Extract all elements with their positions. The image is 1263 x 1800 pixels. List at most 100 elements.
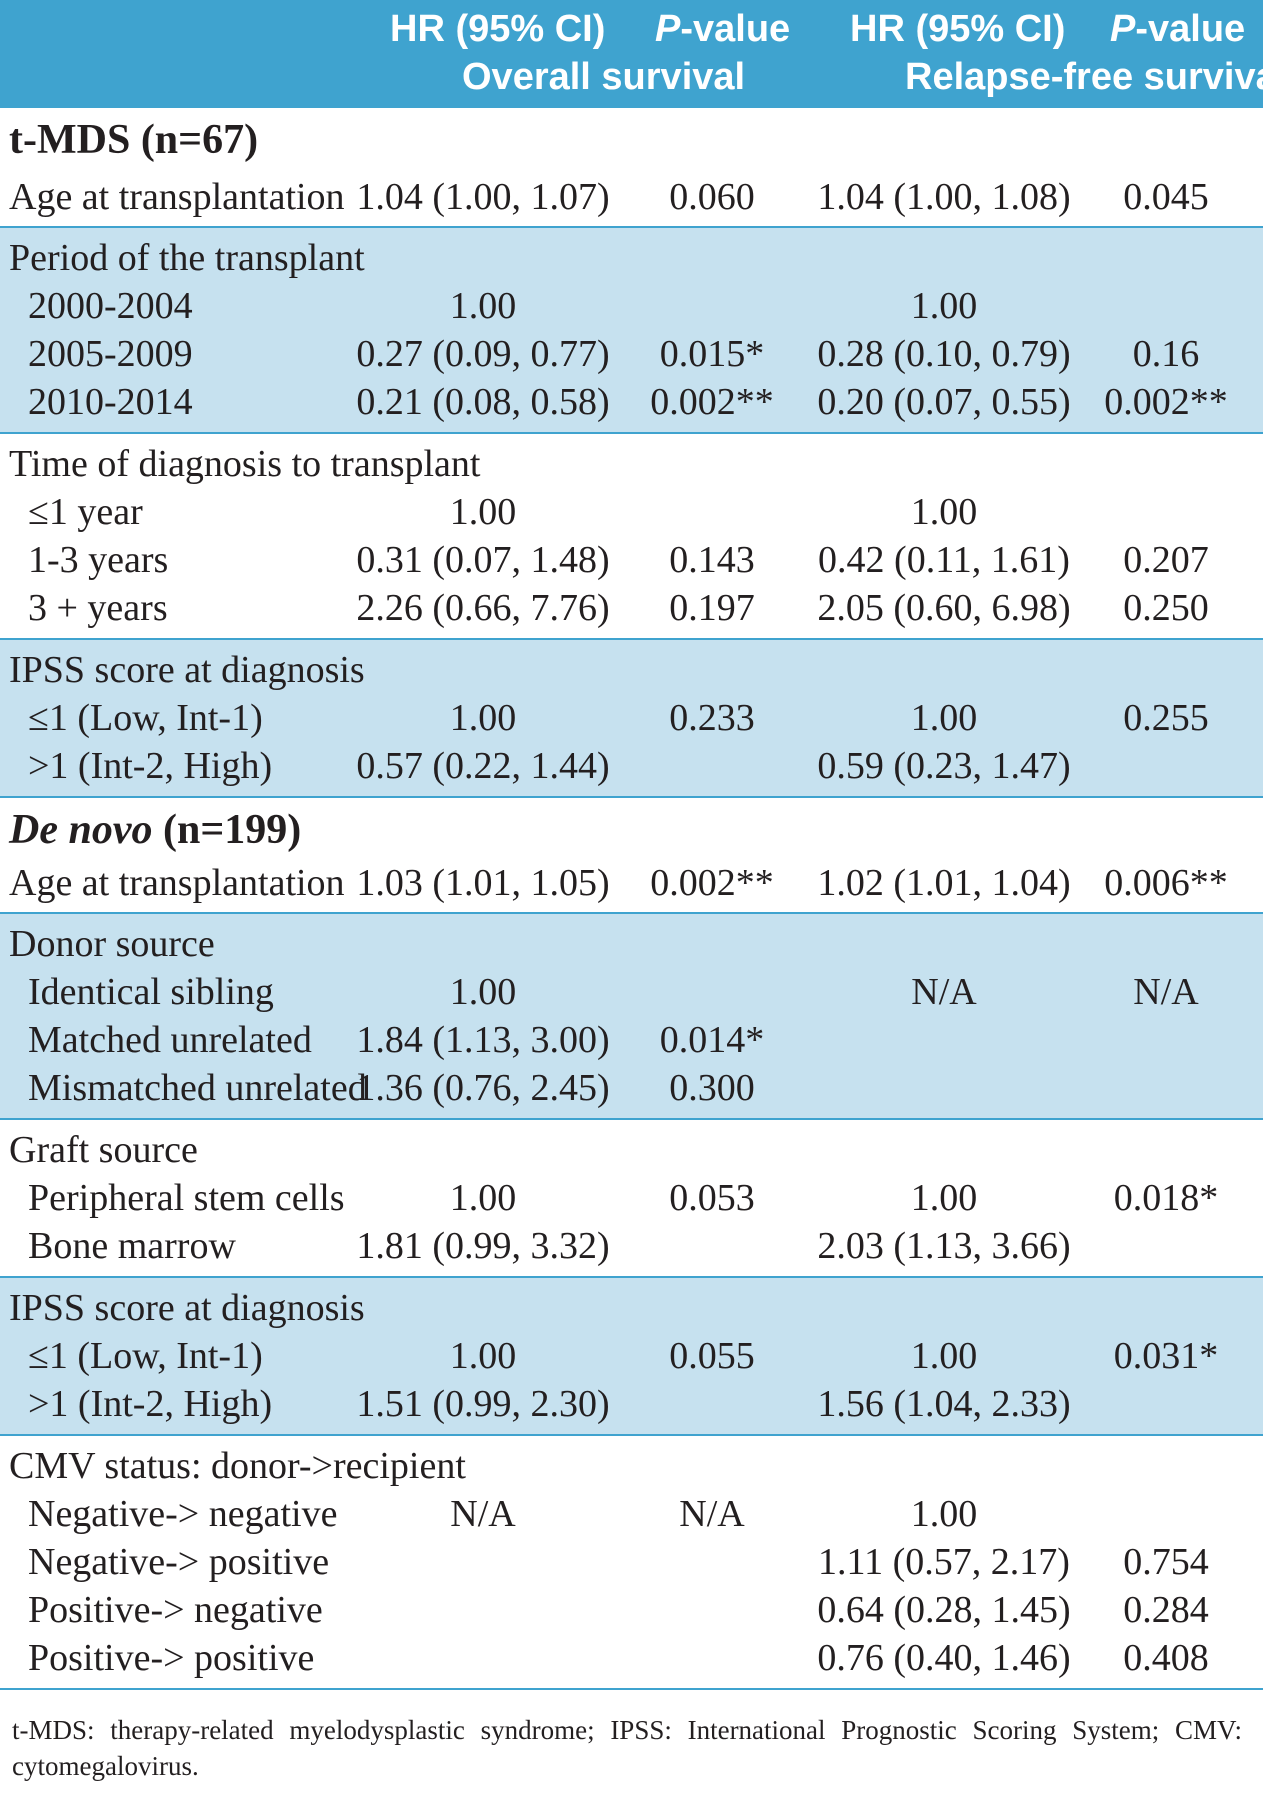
p-relapse: 0.16 <box>1132 333 1200 375</box>
p-overall: 0.143 <box>669 539 755 581</box>
p-overall: 0.014* <box>659 1019 765 1061</box>
regression-table: HR (95% CI) P-value HR (95% CI) P-value … <box>0 0 1263 1690</box>
row-label: 2010-2014 <box>28 381 193 423</box>
hr-relapse: 0.59 (0.23, 1.47) <box>817 745 1071 787</box>
table-row: >1 (Int-2, High) 1.51 (0.99, 2.30) 1.56 (1… <box>0 1380 1263 1428</box>
table-row: Bone marrow 1.81 (0.99, 3.32) 2.03 (1.13, … <box>0 1222 1263 1270</box>
hr-relapse: 1.02 (1.01, 1.04) <box>817 862 1071 904</box>
table-row: 2000-2004 1.00 1.00 <box>0 282 1263 330</box>
hr-overall: 1.36 (0.76, 2.45) <box>356 1067 610 1109</box>
row-label: Identical sibling <box>28 971 274 1013</box>
section-title-tmds-text: t-MDS (n=67) <box>9 116 258 164</box>
table-row: >1 (Int-2, High) 0.57 (0.22, 1.44) 0.59 (0… <box>0 742 1263 790</box>
hr-relapse: 2.03 (1.13, 3.66) <box>817 1225 1071 1267</box>
p-relapse: 0.207 <box>1123 539 1209 581</box>
p-overall: 0.197 <box>669 587 755 629</box>
hr-overall: 1.00 <box>449 971 517 1013</box>
hr-overall: 1.00 <box>449 697 517 739</box>
group-heading: Graft source <box>9 1129 198 1171</box>
hr-relapse: N/A <box>911 971 977 1013</box>
group-heading-row: Graft source <box>0 1126 1263 1174</box>
row-label: ≤1 (Low, Int-1) <box>28 697 263 739</box>
hr-overall: 0.21 (0.08, 0.58) <box>356 381 610 423</box>
row-label: Age at transplantation <box>9 176 345 218</box>
block-tmds-age: Age at transplantation 1.04 (1.00, 1.07)… <box>0 172 1263 228</box>
hr-overall: 1.03 (1.01, 1.05) <box>356 862 610 904</box>
p-overall: 0.055 <box>669 1335 755 1377</box>
hr-relapse: 1.11 (0.57, 2.17) <box>818 1541 1070 1583</box>
hr-overall: N/A <box>450 1493 516 1535</box>
row-label: Negative-> positive <box>28 1541 330 1583</box>
p-overall: 0.300 <box>669 1067 755 1109</box>
row-label: Age at transplantation <box>9 862 345 904</box>
p-overall: 0.015* <box>659 333 765 375</box>
hr-relapse: 0.28 (0.10, 0.79) <box>817 333 1071 375</box>
hr-overall: 0.31 (0.07, 1.48) <box>356 539 610 581</box>
hr-overall: 0.27 (0.09, 0.77) <box>356 333 610 375</box>
group-heading-row: IPSS score at diagnosis <box>0 1284 1263 1332</box>
hr-overall: 1.00 <box>449 285 517 327</box>
block-tmds-period: Period of the transplant 2000-2004 1.00 1.0… <box>0 228 1263 434</box>
table-row: 3 + years 2.26 (0.66, 7.76) 0.197 2.05 (0.6… <box>0 584 1263 632</box>
hr-overall: 1.00 <box>449 1177 517 1219</box>
p-relapse: 0.754 <box>1123 1541 1209 1583</box>
table-row: 2005-2009 0.27 (0.09, 0.77) 0.015* 0.28 (0.… <box>0 330 1263 378</box>
table-row: 1-3 years 0.31 (0.07, 1.48) 0.143 0.42 (0.1… <box>0 536 1263 584</box>
header-p-relapse-italic: P <box>1110 8 1136 50</box>
group-heading: Time of diagnosis to transplant <box>9 443 481 485</box>
table-row: Peripheral stem cells 1.00 0.053 1.00 0.018* <box>0 1174 1263 1222</box>
p-overall: 0.060 <box>669 176 755 218</box>
p-overall: 0.233 <box>669 697 755 739</box>
table-row: Positive-> negative 0.64 (0.28, 1.45) 0.28… <box>0 1586 1263 1634</box>
hr-overall: 1.04 (1.00, 1.07) <box>356 176 610 218</box>
p-relapse: 0.018* <box>1113 1177 1219 1219</box>
row-label: ≤1 (Low, Int-1) <box>28 1335 263 1377</box>
row-label: 2000-2004 <box>28 285 193 327</box>
table-row: Matched unrelated 1.84 (1.13, 3.00) 0.014* <box>0 1016 1263 1064</box>
hr-relapse: 1.00 <box>910 1493 978 1535</box>
hr-overall: 1.51 (0.99, 2.30) <box>356 1383 610 1425</box>
row-label: Matched unrelated <box>28 1019 312 1061</box>
hr-relapse: 1.00 <box>910 697 978 739</box>
p-relapse: 0.284 <box>1123 1589 1209 1631</box>
p-relapse: 0.250 <box>1123 587 1209 629</box>
table-row: Positive-> positive 0.76 (0.40, 1.46) 0.40… <box>0 1634 1263 1682</box>
denovo-title-prefix: De novo <box>9 807 153 853</box>
group-heading-row: Time of diagnosis to transplant <box>0 440 1263 488</box>
header-p-overall-rest: -value <box>680 8 791 50</box>
tmds-title-prefix: t-MDS <box>9 117 131 163</box>
p-relapse: N/A <box>1133 971 1199 1013</box>
row-label: 1-3 years <box>28 539 169 581</box>
block-denovo-age: Age at transplantation 1.03 (1.01, 1.05)… <box>0 858 1263 914</box>
hr-relapse: 1.00 <box>910 491 978 533</box>
row-label: 2005-2009 <box>28 333 193 375</box>
table-row: ≤1 (Low, Int-1) 1.00 0.233 1.00 0.255 <box>0 694 1263 742</box>
hr-relapse: 0.64 (0.28, 1.45) <box>817 1589 1071 1631</box>
table-row: Identical sibling 1.00 N/A N/A <box>0 968 1263 1016</box>
header-p-relapse: P-value <box>1110 6 1245 52</box>
p-relapse: 0.002** <box>1104 381 1228 423</box>
hr-relapse: 1.04 (1.00, 1.08) <box>817 176 1071 218</box>
section-title-denovo: De novo (n=199) <box>0 798 1263 858</box>
p-relapse: 0.408 <box>1123 1637 1209 1679</box>
table-row: Negative-> positive 1.11 (0.57, 2.17) 0.75… <box>0 1538 1263 1586</box>
section-title-denovo-text: De novo (n=199) <box>9 806 301 854</box>
row-label: Positive-> negative <box>28 1589 323 1631</box>
block-denovo-ipss: IPSS score at diagnosis ≤1 (Low, Int-1) 1.… <box>0 1278 1263 1436</box>
hr-relapse: 1.00 <box>910 1177 978 1219</box>
header-p-relapse-rest: -value <box>1135 8 1246 50</box>
denovo-title-suffix: (n=199) <box>152 807 302 853</box>
p-overall: 0.053 <box>669 1177 755 1219</box>
group-heading: Period of the transplant <box>9 237 365 279</box>
hr-overall: 0.57 (0.22, 1.44) <box>356 745 610 787</box>
hr-relapse: 2.05 (0.60, 6.98) <box>817 587 1071 629</box>
table-row: Negative-> negative N/A N/A 1.00 <box>0 1490 1263 1538</box>
row-label: >1 (Int-2, High) <box>28 1383 273 1425</box>
row-label: Peripheral stem cells <box>28 1177 345 1219</box>
table-header: HR (95% CI) P-value HR (95% CI) P-value … <box>0 0 1263 108</box>
p-relapse: 0.006** <box>1104 862 1228 904</box>
group-heading: Donor source <box>9 923 215 965</box>
hr-overall: 2.26 (0.66, 7.76) <box>356 587 610 629</box>
table-row: Mismatched unrelated 1.36 (0.76, 2.45) 0.3… <box>0 1064 1263 1112</box>
header-p-overall-italic: P <box>655 8 681 50</box>
